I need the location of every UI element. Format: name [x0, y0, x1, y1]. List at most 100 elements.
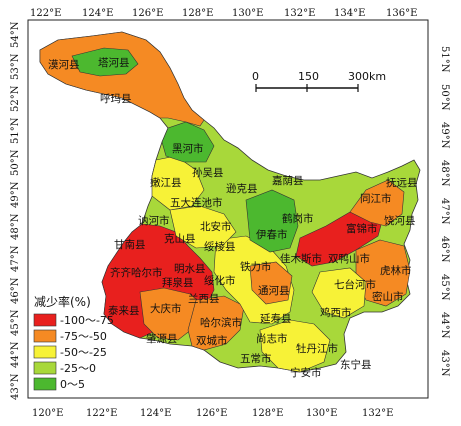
right-latitude-ticks: 51°N 50°N 49°N 48°N 47°N 46°N 45°N 44°N …	[439, 46, 450, 377]
scale-label: 150	[298, 70, 319, 83]
legend: 减少率(%) -100～-75 -75～-50 -50～-25 -25～0 0～5	[33, 294, 114, 391]
lat-tick-left: 45°N	[10, 309, 21, 336]
lon-tick-bottom: 130°E	[306, 408, 337, 419]
county-label: 兰西县	[188, 292, 220, 305]
county-label: 塔河县	[98, 56, 130, 69]
county-label: 漠河县	[48, 59, 80, 71]
county-label: 呼玛县	[100, 93, 132, 105]
legend-swatch	[33, 345, 57, 359]
lon-tick-bottom: 132°E	[362, 408, 393, 419]
legend-swatch	[33, 313, 57, 327]
county-labels: 漠河县 塔河县 呼玛县 黑河市 孙吴县 嫩江县 逊克县 嘉荫县 五大连池市 抚远…	[48, 56, 418, 379]
region-tonghe	[249, 261, 293, 305]
region-beian	[169, 205, 237, 249]
county-label: 五常市	[240, 352, 272, 365]
region-jiamusi	[295, 203, 385, 267]
county-label: 抚远县	[386, 177, 418, 189]
county-label: 黑河市	[172, 142, 204, 155]
region-fujin	[349, 179, 405, 227]
county-label: 密山市	[372, 290, 404, 303]
scale-label: 300km	[348, 70, 386, 83]
region-harbin	[187, 295, 245, 351]
county-label: 七台河市	[334, 278, 376, 291]
lat-tick-left: 44°N	[10, 341, 21, 368]
region-yichun	[245, 189, 299, 253]
lat-tick-right: 45°N	[439, 274, 450, 301]
county-label: 富锦市	[346, 222, 378, 235]
lat-tick-left: 43°N	[10, 373, 21, 400]
county-label: 铁力市	[240, 260, 272, 273]
county-label: 肇源县	[146, 332, 178, 345]
county-label: 甘南县	[114, 238, 146, 251]
scale-label: 0	[252, 70, 259, 83]
lat-tick-right: 48°N	[439, 160, 450, 187]
lat-tick-left: 54°N	[10, 21, 21, 48]
lon-tick-top: 130°E	[232, 8, 263, 19]
legend-swatch	[33, 329, 57, 343]
legend-label: -25～0	[60, 362, 96, 375]
lat-tick-left: 46°N	[10, 277, 21, 304]
county-label: 通河县	[258, 285, 290, 297]
legend-swatch	[33, 361, 57, 375]
county-label: 双鸭山市	[328, 252, 370, 265]
county-label: 虎林市	[380, 264, 412, 277]
county-label: 孙吴县	[192, 166, 224, 179]
lon-tick-bottom: 128°E	[252, 408, 283, 419]
county-label: 明水县	[174, 263, 206, 275]
county-label: 拜泉县	[162, 276, 194, 289]
region-qitaihe	[311, 267, 367, 319]
legend-label: -50～-25	[60, 346, 107, 359]
lat-tick-right: 49°N	[439, 122, 450, 149]
county-label: 同江市	[360, 192, 392, 205]
county-label: 鸡西市	[320, 306, 352, 319]
county-label: 绥化市	[204, 274, 236, 287]
lat-tick-left: 50°N	[10, 149, 21, 176]
county-label: 东宁县	[340, 358, 372, 371]
lon-tick-bottom: 122°E	[86, 408, 117, 419]
county-label: 逊克县	[226, 183, 258, 195]
lat-tick-left: 52°N	[10, 85, 21, 112]
county-label: 嘉荫县	[272, 174, 304, 187]
county-label: 嫩江县	[150, 176, 182, 189]
lat-tick-right: 50°N	[439, 84, 450, 111]
lat-tick-right: 44°N	[439, 312, 450, 339]
region-tahe	[71, 47, 139, 77]
region-mudanjiang	[259, 319, 331, 373]
county-label: 双城市	[196, 334, 228, 347]
county-label: 五大连池市	[170, 196, 223, 209]
county-label: 齐齐哈尔市	[110, 266, 163, 279]
county-label: 牡丹江市	[296, 342, 338, 355]
county-label: 宁安市	[290, 366, 322, 379]
county-label: 佳木斯市	[280, 252, 322, 265]
legend-swatch	[33, 377, 57, 391]
lat-tick-right: 51°N	[439, 46, 450, 73]
county-label: 克山县	[164, 233, 196, 245]
legend-label: -75～-50	[60, 330, 107, 343]
scale-bar: 0 150 300km	[252, 70, 386, 92]
left-latitude-ticks: 54°N 53°N 52°N 51°N 50°N 49°N 48°N 47°N …	[10, 21, 21, 400]
top-longitude-ticks: 122°E 124°E 126°E 128°E 130°E 132°E 134°…	[30, 8, 417, 19]
county-label: 讷河市	[138, 214, 170, 227]
legend-title: 减少率(%)	[34, 294, 91, 309]
lat-tick-left: 47°N	[10, 245, 21, 272]
lat-tick-right: 43°N	[439, 350, 450, 377]
lat-tick-left: 53°N	[10, 53, 21, 80]
county-label: 尚志市	[256, 332, 288, 345]
legend-label: -100～-75	[60, 314, 114, 327]
county-label: 哈尔滨市	[200, 316, 242, 329]
county-label: 绥棱县	[204, 240, 236, 253]
county-label: 伊春市	[256, 228, 288, 241]
lon-tick-bottom: 126°E	[196, 408, 227, 419]
county-label: 大庆市	[150, 302, 182, 315]
lat-tick-right: 47°N	[439, 198, 450, 225]
county-label: 北安市	[200, 220, 232, 233]
lat-tick-left: 48°N	[10, 213, 21, 240]
lon-tick-top: 126°E	[132, 8, 163, 19]
lon-tick-top: 128°E	[182, 8, 213, 19]
county-label: 饶河县	[384, 214, 416, 227]
county-label: 泰来县	[108, 304, 140, 317]
lon-tick-top: 136°E	[386, 8, 417, 19]
lat-tick-left: 49°N	[10, 181, 21, 208]
county-label: 延寿县	[260, 312, 292, 325]
